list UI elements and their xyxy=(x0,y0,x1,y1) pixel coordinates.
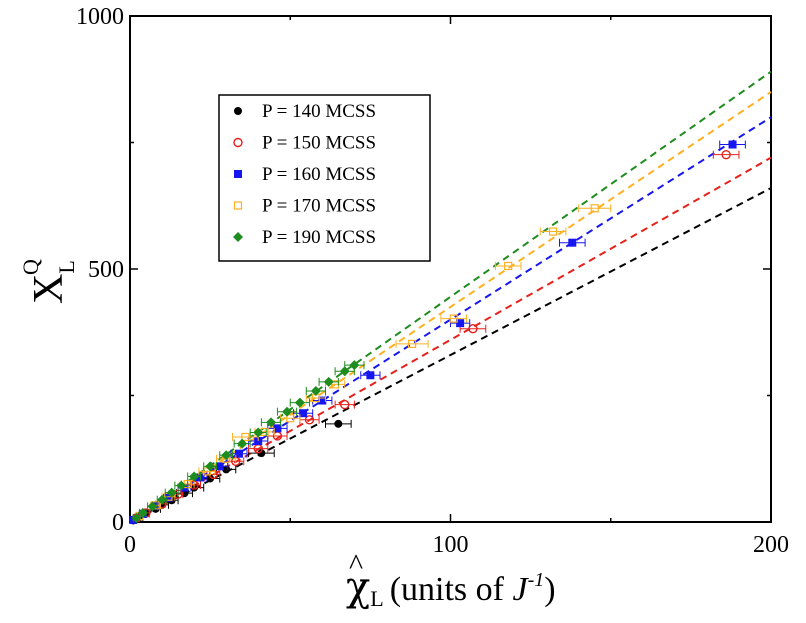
data-points xyxy=(129,140,746,525)
fit-line xyxy=(129,70,772,523)
data-point xyxy=(241,432,250,442)
legend-marker xyxy=(234,107,242,115)
y-tick-label: 1000 xyxy=(76,4,124,30)
data-point xyxy=(266,417,277,428)
data-point xyxy=(294,397,305,408)
data-point xyxy=(323,376,334,387)
data-point xyxy=(339,366,350,377)
data-point xyxy=(407,339,417,348)
data-point xyxy=(340,399,350,410)
x-axis-title: χL (units of J-1) xyxy=(346,564,556,611)
legend-box xyxy=(218,94,431,262)
data-point xyxy=(456,319,465,328)
data-point xyxy=(137,507,148,518)
data-point xyxy=(215,462,224,471)
axis-ticks xyxy=(129,15,772,523)
tick-labels: 0 100 200 0 500 1000 xyxy=(76,4,789,558)
x-axis-subscript: L xyxy=(370,586,383,611)
legend-marker xyxy=(234,170,242,178)
legend-marker xyxy=(233,232,243,242)
data-point xyxy=(164,493,173,502)
y-axis-title: XL Q xyxy=(18,259,79,304)
data-point xyxy=(349,360,360,371)
legend-label: P = 190 MCSS xyxy=(262,227,376,248)
x-axis-hat: ^ xyxy=(349,548,363,581)
data-point xyxy=(282,406,293,417)
data-point xyxy=(366,371,375,380)
data-point xyxy=(254,437,263,446)
data-point xyxy=(166,487,177,498)
x-axis-units-exp: -1 xyxy=(528,569,545,591)
legend-marker xyxy=(233,201,243,210)
data-point xyxy=(299,409,308,418)
data-point xyxy=(205,461,216,472)
data-point xyxy=(176,480,187,491)
data-point xyxy=(568,238,577,247)
data-point xyxy=(237,438,248,449)
x-tick-label: 200 xyxy=(753,532,789,558)
data-point xyxy=(253,427,264,438)
x-axis-units-prefix: (units of xyxy=(390,571,513,608)
data-point xyxy=(304,415,315,425)
data-point xyxy=(257,449,266,458)
data-point xyxy=(504,261,513,271)
legend-label: P = 140 MCSS xyxy=(262,101,376,122)
data-point xyxy=(189,471,200,482)
y-axis-symbol: X xyxy=(26,274,72,304)
legend: P = 140 MCSS P = 150 MCSS P = 160 MCSS P = … xyxy=(218,94,431,262)
data-point xyxy=(310,385,321,396)
data-point xyxy=(206,474,215,483)
y-axis-superscript: Q xyxy=(18,259,43,275)
legend-label: P = 170 MCSS xyxy=(262,196,376,217)
plot-frame xyxy=(129,15,772,523)
x-axis-symbol: χ xyxy=(346,564,370,610)
x-axis-units-suffix: ) xyxy=(544,571,555,608)
data-point xyxy=(234,449,243,458)
data-point xyxy=(721,149,731,160)
data-point xyxy=(273,424,282,433)
data-point xyxy=(468,324,478,334)
x-tick-label: 0 xyxy=(124,532,136,558)
fit-line xyxy=(129,187,772,523)
x-tick-label: 100 xyxy=(433,532,469,558)
legend-label: P = 160 MCSS xyxy=(262,164,376,185)
y-axis-subscript: L xyxy=(54,260,79,273)
data-point xyxy=(147,501,158,512)
data-point xyxy=(221,450,232,461)
fit-line xyxy=(129,91,772,523)
legend-label: P = 150 MCSS xyxy=(262,133,376,154)
legend-marker xyxy=(233,137,243,148)
y-tick-label: 0 xyxy=(112,510,124,536)
svg-text:XL: XL xyxy=(26,260,79,304)
data-point xyxy=(334,419,343,428)
data-point xyxy=(728,140,737,149)
data-point xyxy=(590,204,599,213)
data-point xyxy=(318,396,327,405)
data-point xyxy=(286,414,295,423)
data-point xyxy=(548,227,558,236)
data-point xyxy=(157,494,168,505)
y-tick-label: 500 xyxy=(88,257,124,283)
x-axis-units-var: J xyxy=(512,571,529,608)
data-point xyxy=(449,314,458,323)
data-point xyxy=(131,512,142,523)
